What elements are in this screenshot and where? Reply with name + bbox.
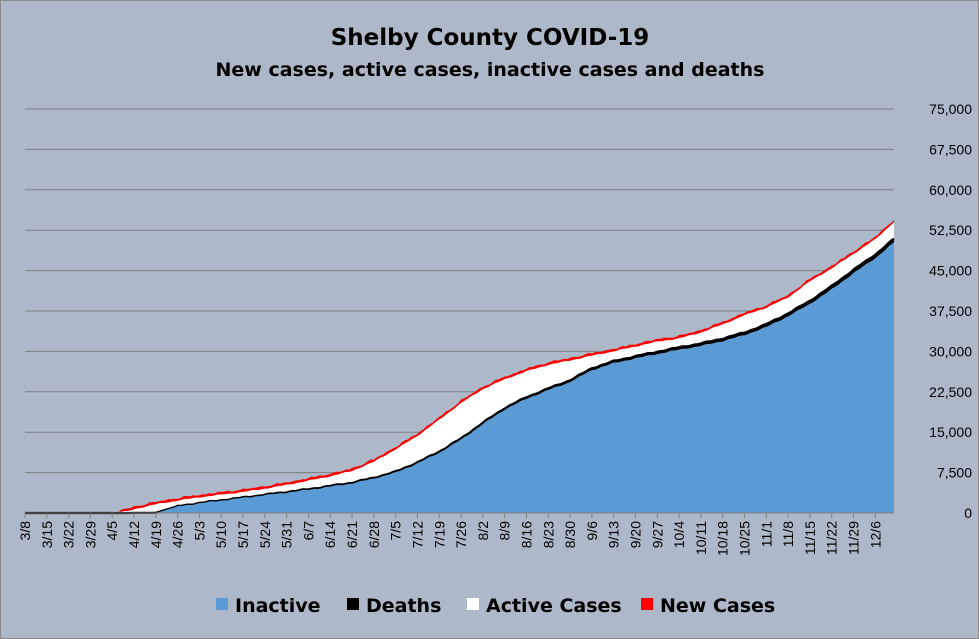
x-tick-label: 4/19 bbox=[148, 521, 164, 548]
series-deaths-line bbox=[25, 237, 895, 515]
x-tick-label: 11/8 bbox=[780, 521, 796, 547]
x-tick-label: 9/6 bbox=[584, 521, 600, 541]
legend-swatch bbox=[216, 598, 228, 610]
y-tick-label: 7,500 bbox=[937, 465, 972, 481]
x-tick-label: 8/30 bbox=[562, 521, 578, 548]
x-tick-label: 4/12 bbox=[126, 521, 142, 548]
y-tick-label: 60,000 bbox=[929, 182, 972, 198]
legend-label: Deaths bbox=[366, 595, 441, 617]
x-tick-label: 9/27 bbox=[649, 521, 665, 548]
chart-title: Shelby County COVID-19 bbox=[331, 25, 650, 51]
gridlines bbox=[25, 108, 894, 474]
x-tick-label: 11/1 bbox=[758, 521, 774, 547]
x-axis: 3/8 3/15 3/22 3/29 4/5 4/12 4/19 4/26 5/3 5/10 5/1… bbox=[17, 512, 894, 556]
x-tick-label: 6/14 bbox=[322, 521, 338, 548]
y-tick-label: 15,000 bbox=[929, 424, 972, 440]
legend-label: Inactive bbox=[235, 595, 321, 617]
x-tick-label: 3/22 bbox=[61, 521, 77, 548]
x-tick-label: 10/4 bbox=[671, 521, 687, 548]
x-tick-label: 3/8 bbox=[17, 521, 33, 541]
y-axis: 0 7,500 15,000 22,500 30,000 37,500 45,000 52,5… bbox=[929, 101, 972, 521]
x-tick-label: 7/19 bbox=[431, 521, 447, 548]
x-tick-label: 7/26 bbox=[453, 521, 469, 548]
legend-label: New Cases bbox=[660, 595, 775, 617]
x-tick-label: 5/3 bbox=[191, 521, 207, 541]
legend-item: Active Cases bbox=[467, 595, 622, 617]
y-tick-label: 37,500 bbox=[929, 303, 972, 319]
chart-subtitle: New cases, active cases, inactive cases … bbox=[216, 59, 765, 81]
legend: Inactive Deaths Active Cases New Cases bbox=[216, 595, 775, 617]
x-tick-label: 3/29 bbox=[82, 521, 98, 548]
x-tick-label: 5/24 bbox=[257, 521, 273, 548]
legend-item: Deaths bbox=[347, 595, 441, 617]
x-tick-label: 7/5 bbox=[388, 521, 404, 541]
x-tick-label: 10/18 bbox=[715, 521, 731, 556]
x-tick-label: 8/23 bbox=[540, 521, 556, 548]
y-tick-label: 52,500 bbox=[929, 222, 972, 238]
x-tick-label: 4/5 bbox=[104, 521, 120, 541]
series-inactive-area bbox=[25, 242, 894, 514]
legend-label: Active Cases bbox=[486, 595, 622, 617]
x-tick-label: 5/10 bbox=[213, 521, 229, 548]
x-tick-label: 8/9 bbox=[497, 521, 513, 541]
x-tick-label: 11/15 bbox=[802, 521, 818, 555]
y-tick-label: 45,000 bbox=[929, 263, 972, 279]
x-tick-label: 3/15 bbox=[39, 521, 55, 548]
x-tick-label: 6/21 bbox=[344, 521, 360, 548]
x-tick-label: 10/25 bbox=[736, 521, 752, 556]
legend-swatch bbox=[347, 598, 359, 610]
plot-area bbox=[25, 220, 895, 515]
y-tick-label: 30,000 bbox=[929, 343, 972, 359]
legend-swatch bbox=[641, 598, 653, 610]
x-tick-label: 10/11 bbox=[693, 521, 709, 555]
y-tick-label: 0 bbox=[964, 505, 972, 521]
y-tick-label: 75,000 bbox=[929, 101, 972, 117]
x-tick-label: 8/16 bbox=[518, 521, 534, 548]
y-tick-label: 67,500 bbox=[929, 141, 972, 157]
x-tick-label: 6/28 bbox=[366, 521, 382, 548]
x-tick-label: 5/17 bbox=[235, 521, 251, 548]
legend-item: Inactive bbox=[216, 595, 321, 617]
x-tick-label: 6/7 bbox=[300, 521, 316, 541]
x-tick-label: 4/26 bbox=[170, 521, 186, 548]
legend-swatch bbox=[467, 598, 479, 610]
x-tick-label: 9/13 bbox=[606, 521, 622, 548]
x-tick-label: 5/31 bbox=[279, 521, 295, 548]
x-tick-label: 12/6 bbox=[867, 521, 883, 548]
x-tick-label: 7/12 bbox=[409, 521, 425, 548]
x-tick-label: 8/2 bbox=[475, 521, 491, 541]
y-tick-label: 22,500 bbox=[929, 384, 972, 400]
legend-item: New Cases bbox=[641, 595, 775, 617]
x-tick-label: 9/20 bbox=[627, 521, 643, 548]
x-tick-label: 11/22 bbox=[824, 521, 840, 555]
x-tick-label: 11/29 bbox=[846, 521, 862, 555]
